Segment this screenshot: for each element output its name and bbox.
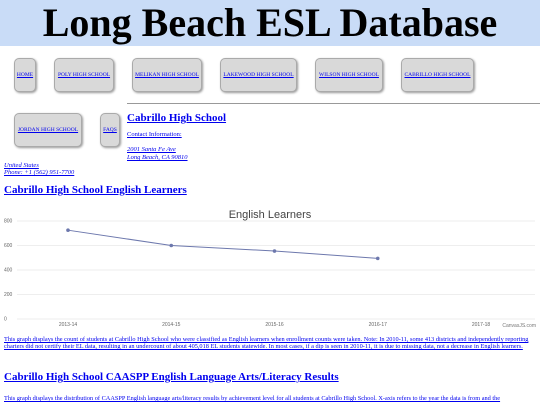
divider [127, 103, 540, 104]
address[interactable]: 2001 Santa Fe Ave [127, 146, 176, 153]
nav-button[interactable]: POLY HIGH SCHOOL [54, 58, 114, 92]
contact-label[interactable]: Contact Information: [127, 131, 182, 138]
y-tick-label: 800 [4, 218, 13, 224]
phone[interactable]: Phone: +1 (562) 951-7700 [4, 169, 75, 176]
nav-button[interactable]: LAKEWOOD HIGH SCHOOL [220, 58, 297, 92]
credit: CanvasJS.com [502, 323, 536, 329]
chart-title: English Learners [229, 209, 312, 221]
address[interactable]: Long Beach, CA 90810 [127, 154, 188, 161]
x-tick-label: 2013-14 [59, 322, 78, 328]
point [272, 249, 277, 253]
point [375, 256, 380, 261]
x-tick-label: 2016-17 [369, 322, 388, 328]
chart: English Learners CanvasJS.com 0 200 400 600… [4, 209, 536, 329]
y-tick-label: 0 [4, 316, 7, 322]
point [66, 228, 70, 232]
section-text[interactable]: This graph displays the count of student… [4, 336, 529, 351]
section-heading[interactable]: Cabrillo High School CAASPP English Lang… [4, 371, 339, 383]
banner-title: Long Beach ESL Database [0, 0, 540, 46]
x-tick-label: 2017-18 [472, 322, 491, 328]
nav-button[interactable]: MELIKAN HIGH SCHOOL [132, 58, 202, 92]
y-tick-label: 600 [4, 243, 13, 249]
school-name[interactable]: Cabrillo High School [127, 112, 227, 124]
nav-button[interactable]: HOME [14, 58, 36, 92]
nav-button[interactable]: CABRILLO HIGH SCHOOL [401, 58, 474, 92]
point [169, 243, 174, 248]
line [67, 229, 378, 259]
country[interactable]: United States [4, 162, 39, 169]
section-heading[interactable]: Cabrillo High School English Learners [4, 184, 187, 196]
section-text[interactable]: This graph displays the distribution of … [4, 395, 501, 402]
nav-button[interactable]: FAQS [100, 113, 120, 147]
y-tick-label: 400 [4, 267, 13, 273]
nav-button[interactable]: WILSON HIGH SCHOOL [315, 58, 383, 92]
x-tick-label: 2015-16 [265, 322, 284, 328]
y-tick-label: 200 [4, 292, 13, 298]
nav-button[interactable]: JORDAN HIGH SCHOOL [14, 113, 82, 147]
x-tick-label: 2014-15 [162, 322, 181, 328]
